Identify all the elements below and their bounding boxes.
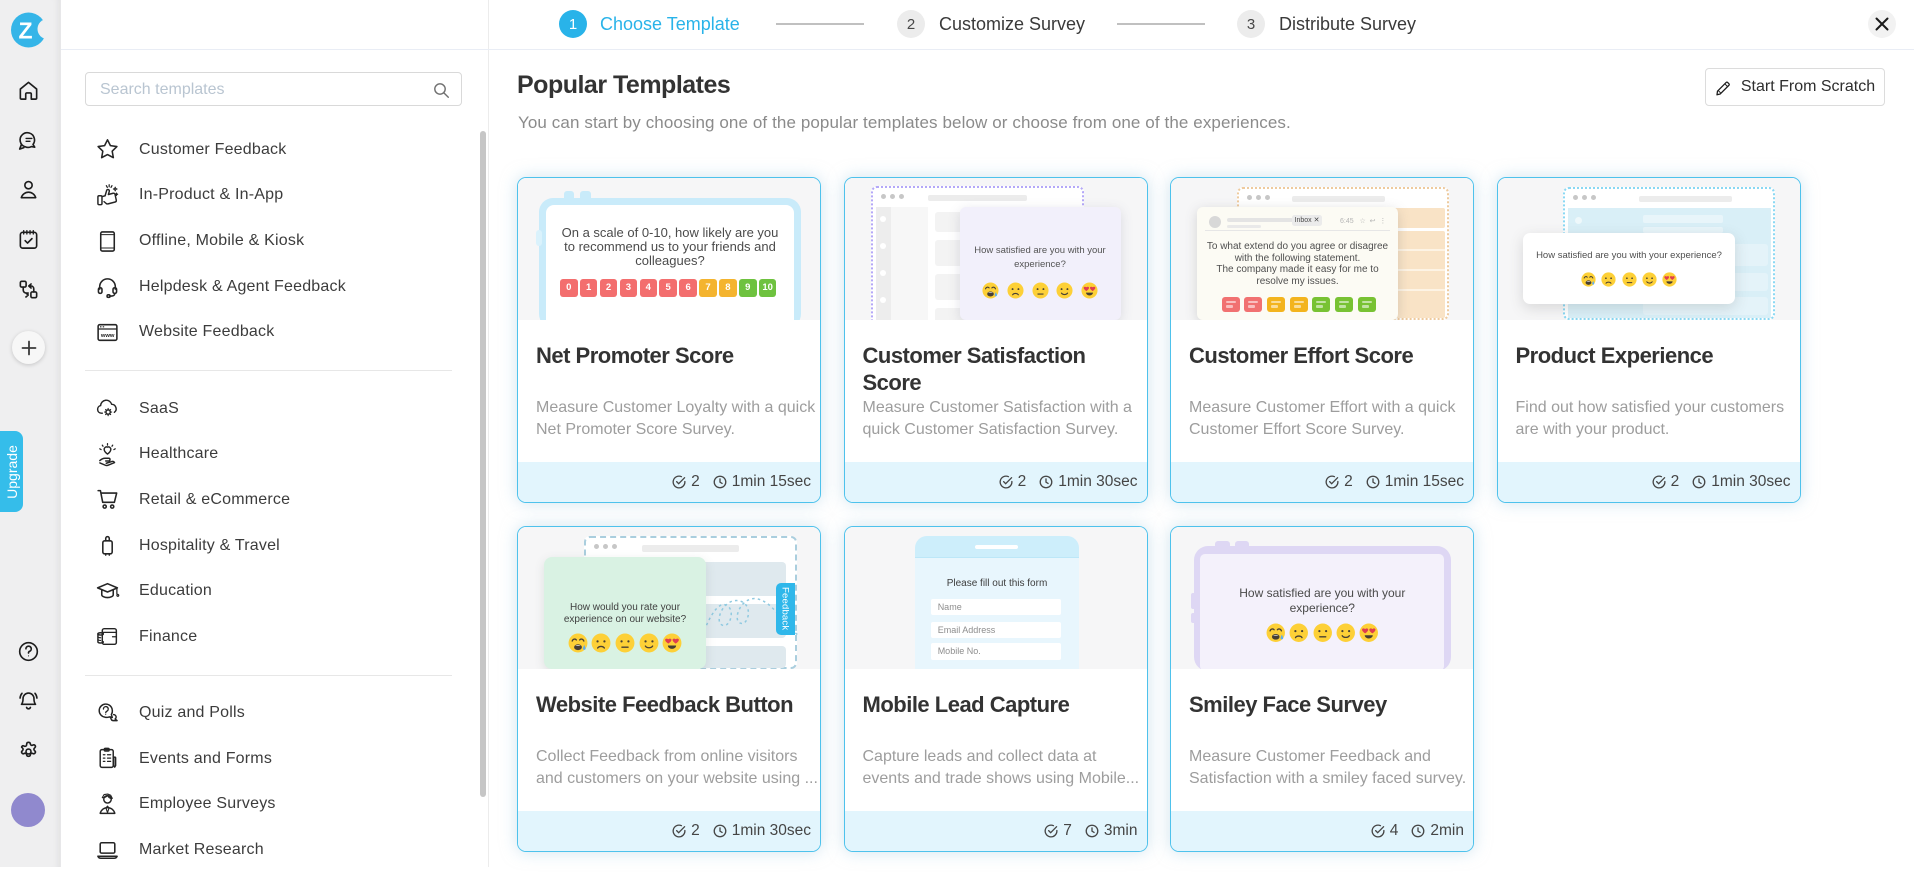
svg-text:Z: Z xyxy=(18,18,32,44)
svg-text:www: www xyxy=(99,333,114,339)
